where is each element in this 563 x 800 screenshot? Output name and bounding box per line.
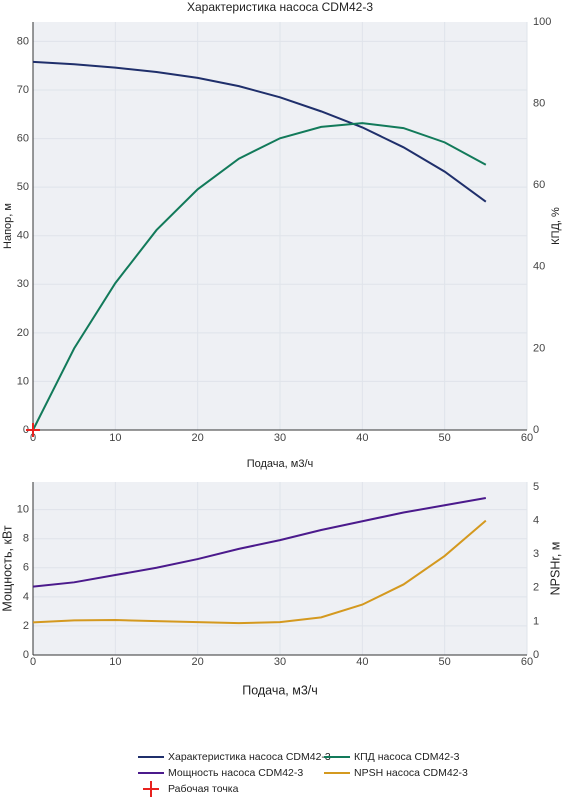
legend-item: КПД насоса CDM42-3 [324, 751, 460, 763]
x-tick-label: 30 [274, 432, 286, 444]
x-tick-label: 20 [192, 656, 204, 668]
legend-item: NPSH насоса CDM42-3 [324, 767, 468, 779]
x-tick-label: 10 [109, 432, 121, 444]
y2-tick-label: 0 [533, 649, 539, 661]
y-tick-label: 40 [17, 230, 29, 242]
series-line [32, 122, 487, 431]
y-tick-label: 50 [17, 181, 29, 193]
series-line [32, 60, 487, 203]
chart-title: Характеристика насоса CDM42-3 [187, 0, 373, 14]
x-tick-label: 0 [30, 656, 36, 668]
x-tick-label: 40 [356, 656, 368, 668]
x-tick-label: 0 [30, 432, 36, 444]
y-axis-label: Мощность, кВт [0, 525, 14, 611]
legend-item: Характеристика насоса CDM42-3 [138, 751, 331, 763]
y-axis-label: Напор, м [2, 203, 14, 249]
y-tick-label: 20 [17, 327, 29, 339]
y2-tick-label: 40 [533, 261, 545, 273]
series-line [32, 497, 487, 588]
legend-label: Мощность насоса CDM42-3 [168, 767, 303, 779]
y2-axis-label: КПД, % [550, 207, 562, 245]
y-tick-label: 80 [17, 35, 29, 47]
x-tick-label: 60 [521, 432, 533, 444]
y-tick-label: 60 [17, 132, 29, 144]
y-tick-label: 10 [17, 504, 29, 516]
legend-label: NPSH насоса CDM42-3 [354, 767, 468, 779]
y-tick-label: 10 [17, 375, 29, 387]
y-tick-label: 0 [23, 649, 29, 661]
x-tick-label: 50 [439, 656, 451, 668]
y2-tick-label: 2 [533, 582, 539, 594]
x-tick-label: 50 [439, 432, 451, 444]
legend-label: Характеристика насоса CDM42-3 [168, 751, 331, 763]
marker [26, 423, 40, 437]
legend-label: КПД насоса CDM42-3 [354, 751, 460, 763]
y2-tick-label: 20 [533, 342, 545, 354]
x-tick-label: 30 [274, 656, 286, 668]
legend-swatch [143, 781, 159, 797]
x-axis-label: Подача, м3/ч [247, 458, 314, 470]
y2-tick-label: 1 [533, 615, 539, 627]
legend-label: Рабочая точка [168, 783, 239, 795]
y-tick-label: 8 [23, 533, 29, 545]
x-tick-label: 20 [192, 432, 204, 444]
series-line [32, 519, 487, 625]
y-tick-label: 4 [23, 591, 29, 603]
x-tick-label: 40 [356, 432, 368, 444]
y2-tick-label: 3 [533, 548, 539, 560]
y2-tick-label: 4 [533, 515, 539, 527]
legend-item: Мощность насоса CDM42-3 [138, 767, 303, 779]
y-tick-label: 0 [23, 424, 29, 436]
y-tick-label: 2 [23, 620, 29, 632]
y2-tick-label: 60 [533, 179, 545, 191]
y2-tick-label: 80 [533, 98, 545, 110]
y2-tick-label: 0 [533, 424, 539, 436]
y-tick-label: 70 [17, 84, 29, 96]
x-tick-label: 60 [521, 656, 533, 668]
y2-tick-label: 5 [533, 481, 539, 493]
x-axis-label: Подача, м3/ч [242, 683, 318, 697]
legend-item: Рабочая точка [143, 781, 239, 797]
x-tick-label: 10 [109, 656, 121, 668]
y-tick-label: 6 [23, 562, 29, 574]
y2-axis-label: NPSHr, м [548, 542, 562, 596]
y-tick-label: 30 [17, 278, 29, 290]
y2-tick-label: 100 [533, 16, 551, 28]
